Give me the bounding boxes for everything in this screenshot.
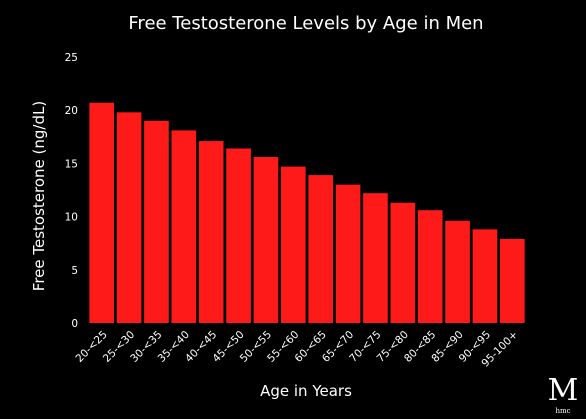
y-tick-label: 15 — [65, 158, 78, 170]
bar — [171, 130, 197, 323]
chart-title: Free Testosterone Levels by Age in Men — [128, 13, 483, 34]
bars-group — [89, 102, 525, 323]
y-axis-ticks: 0 5 10 15 20 25 — [65, 52, 78, 330]
x-axis-ticks: 20-<2525-<3030-<3535-<4040-<4545-<5050-<… — [74, 329, 521, 370]
y-tick-label: 10 — [65, 212, 78, 224]
bar — [253, 157, 279, 323]
y-tick-label: 0 — [71, 318, 78, 330]
watermark-letter: M — [548, 373, 579, 408]
bar — [335, 184, 361, 323]
y-tick-label: 20 — [65, 105, 78, 117]
bar — [226, 148, 251, 323]
bar — [445, 220, 470, 323]
watermark-text: hmc — [555, 407, 570, 415]
y-tick-label: 5 — [71, 265, 78, 277]
bar — [472, 229, 498, 323]
bar — [417, 210, 443, 323]
bar — [308, 175, 334, 323]
x-axis-label: Age in Years — [260, 382, 352, 400]
bar — [89, 102, 115, 323]
watermark-logo: M hmc — [548, 373, 579, 415]
bar — [198, 141, 224, 323]
y-tick-label: 25 — [65, 52, 78, 64]
bar — [144, 120, 169, 323]
bar — [390, 202, 416, 323]
bar — [499, 238, 525, 323]
y-axis-label: Free Testosterone (ng/dL) — [30, 101, 48, 291]
bar — [280, 166, 306, 323]
bar — [363, 193, 388, 323]
bar — [116, 112, 142, 323]
